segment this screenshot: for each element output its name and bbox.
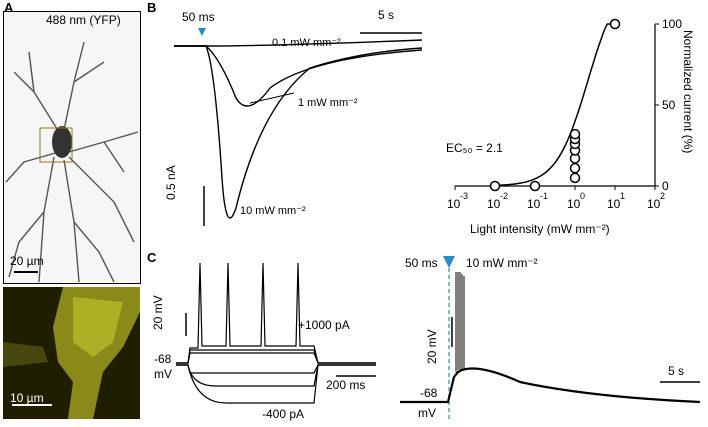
y-tick-label: 0 <box>662 179 669 193</box>
x-axis-label: Light intensity (mW mm⁻²) <box>470 222 610 236</box>
trace-label-1: 1 mW mm⁻² <box>298 97 358 109</box>
x-tick-label: 10 <box>647 197 661 211</box>
neuron-drawing <box>5 41 139 283</box>
x-tick-label: 10 <box>567 197 581 211</box>
intensity-label: 10 mW mm⁻² <box>466 256 538 270</box>
trace-label-01: 0.1 mW mm⁻² <box>272 37 341 49</box>
current-scale-label: 0.5 nA <box>164 165 178 200</box>
pulse-label: 50 ms <box>182 10 215 24</box>
ec50-label: EC₅₀ = 2.1 <box>446 141 503 155</box>
fit-curve <box>494 23 614 187</box>
channel-label: 488 nm (YFP) <box>46 13 121 27</box>
scale-label-bottom: 10 µm <box>10 391 44 405</box>
scale-bar-bottom <box>12 404 52 406</box>
data-point <box>569 128 581 140</box>
data-point <box>569 162 581 174</box>
tscale-label-right: 5 s <box>668 364 685 378</box>
trace-label-10: 10 mW mm⁻² <box>240 205 306 217</box>
data-point <box>609 18 621 30</box>
x-tick-label: 10 <box>487 197 501 211</box>
light-evoked-trace <box>400 256 701 420</box>
trace-10 <box>174 45 423 219</box>
x-tick-exponent: 0 <box>580 191 585 201</box>
photocurrent-traces <box>174 28 423 226</box>
pulse-arrow-icon-right <box>443 256 455 268</box>
neuron-image <box>3 11 141 284</box>
trace-1 <box>174 45 423 107</box>
data-point <box>489 180 501 192</box>
panel-c-label: C <box>147 250 157 265</box>
yfp-image <box>3 287 140 419</box>
x-tick-exponent: -2 <box>500 191 508 201</box>
current-clamp-traces <box>176 262 376 404</box>
panel-b-label: B <box>147 0 157 15</box>
x-tick-label: 10 <box>447 197 461 211</box>
pulse-label-right: 50 ms <box>405 256 438 270</box>
scale-label-top: 20 µm <box>10 254 44 268</box>
data-point <box>529 180 541 192</box>
data-point <box>569 172 581 184</box>
panel-a-label: A <box>4 0 14 15</box>
top-step-label: +1000 pA <box>298 318 350 332</box>
rest-unit-right: mV <box>418 406 436 420</box>
y-tick-label: 100 <box>662 17 682 31</box>
scale-bar-top <box>14 271 38 273</box>
rest-unit-left: mV <box>154 367 172 381</box>
x-tick-exponent: 1 <box>620 191 625 201</box>
pointer-line <box>249 92 295 104</box>
y-tick-label: 50 <box>662 98 676 112</box>
x-tick-label: 10 <box>607 197 621 211</box>
x-tick-exponent: 2 <box>660 191 665 201</box>
time-scale-label: 5 s <box>378 8 395 22</box>
tscale-label-left: 200 ms <box>326 378 366 392</box>
x-tick-exponent: -1 <box>540 191 548 201</box>
vscale-label-left: 20 mV <box>151 295 165 330</box>
x-tick-exponent: -3 <box>460 191 468 201</box>
trace-01 <box>174 39 423 47</box>
yfp-drawing <box>3 287 140 419</box>
x-tick-label: 10 <box>527 197 541 211</box>
vscale-label-right: 20 mV <box>425 329 439 364</box>
y-axis-label: Normalized current (%) <box>681 30 695 154</box>
bottom-step-label: -400 pA <box>262 407 305 421</box>
rest-value-left: -68 <box>154 352 172 366</box>
rest-value-right: -68 <box>420 386 438 400</box>
